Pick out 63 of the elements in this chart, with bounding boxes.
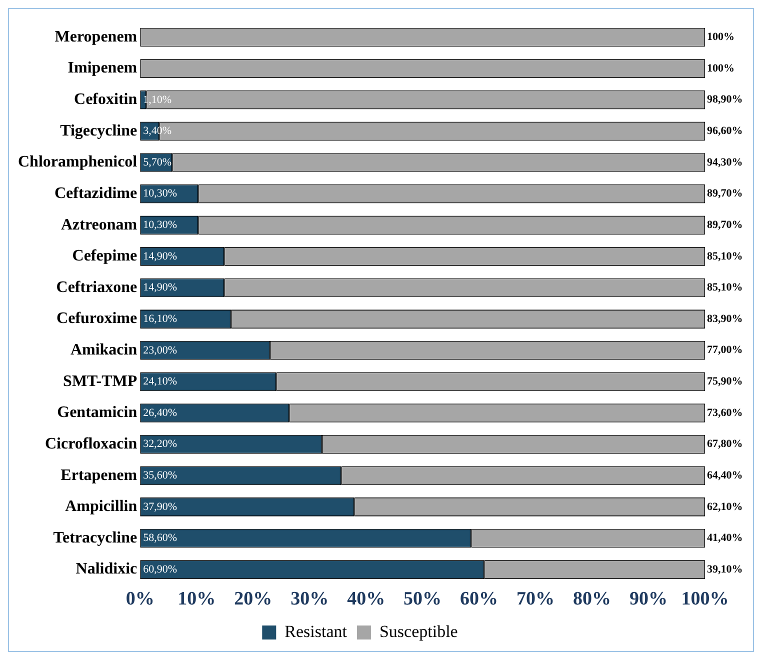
data-label: 77,00%	[707, 344, 743, 356]
data-label: 10,30%	[143, 219, 178, 232]
y-tick-label: Nalidixic	[76, 560, 138, 578]
data-label: 26,40%	[143, 406, 178, 419]
y-tick-label: Tetracycline	[53, 529, 138, 546]
data-label: 96,60%	[707, 125, 743, 138]
y-tick-label: Gentamicin	[57, 404, 138, 422]
data-label: 37,90%	[143, 500, 178, 513]
legend-label: Resistant	[284, 622, 348, 641]
y-tick-label: Meropenem	[54, 28, 138, 46]
data-label: 85,10%	[707, 282, 743, 294]
data-label: 60,90%	[143, 563, 178, 576]
data-label: 89,70%	[707, 188, 743, 200]
data-label: 10,30%	[143, 188, 178, 200]
y-tick-label: Cefepime	[72, 248, 138, 265]
data-label: 5,70%	[143, 156, 172, 168]
data-label: 83,90%	[707, 312, 743, 325]
data-label: 35,60%	[143, 470, 178, 482]
x-tick-label: 70%	[516, 588, 555, 610]
data-label: 16,10%	[143, 312, 178, 325]
y-tick-label: SMT-TMP	[63, 372, 138, 390]
x-tick-label: 0%	[126, 588, 154, 610]
y-tick-label: Tigecycline	[60, 122, 138, 140]
data-label: 75,90%	[707, 376, 743, 388]
x-tick-label: 50%	[404, 588, 442, 610]
x-tick-label: 10%	[178, 588, 216, 610]
y-tick-label: Ertapenem	[60, 466, 138, 484]
data-label: 58,60%	[143, 532, 178, 544]
data-label: 41,40%	[707, 532, 743, 544]
data-label: 23,00%	[143, 344, 178, 356]
x-tick-label: 20%	[234, 588, 272, 610]
y-tick-label: Aztreonam	[60, 216, 138, 234]
x-tick-label: 80%	[573, 588, 612, 610]
y-tick-label: Ampicillin	[65, 498, 138, 516]
data-label: 89,70%	[707, 218, 743, 231]
y-tick-label: Chloramphenicol	[18, 154, 138, 171]
y-tick-label: Cefuroxime	[56, 310, 138, 328]
y-tick-label: Imipenem	[68, 60, 138, 77]
x-tick-label: 40%	[347, 588, 386, 610]
data-label: 100%	[707, 31, 734, 44]
data-label: 64,40%	[707, 469, 743, 482]
data-label: 67,80%	[707, 438, 743, 450]
data-label: 62,10%	[707, 500, 743, 513]
y-tick-label: Cicrofloxacin	[44, 435, 138, 452]
y-tick-label: Amikacin	[70, 342, 138, 359]
data-label: 24,10%	[143, 376, 178, 388]
x-tick-label: 100%	[681, 588, 729, 610]
y-tick-label: Cefoxitin	[74, 91, 138, 108]
x-tick-label: 30%	[290, 588, 329, 610]
data-label: 100%	[707, 62, 734, 74]
data-label: 14,90%	[143, 282, 178, 294]
data-label: 94,30%	[707, 156, 743, 168]
data-label: 39,10%	[707, 563, 743, 576]
data-label: 73,60%	[707, 406, 743, 419]
data-label: 14,90%	[143, 250, 178, 262]
legend-label: Susceptible	[379, 622, 458, 641]
data-label: 85,10%	[707, 250, 743, 262]
data-label: 32,20%	[143, 438, 178, 450]
y-tick-label: Ceftazidime	[54, 184, 138, 202]
data-label: 98,90%	[707, 94, 743, 106]
x-tick-label: 90%	[630, 588, 668, 610]
y-tick-label: Ceftriaxone	[56, 278, 138, 296]
x-tick-label: 60%	[460, 588, 498, 610]
